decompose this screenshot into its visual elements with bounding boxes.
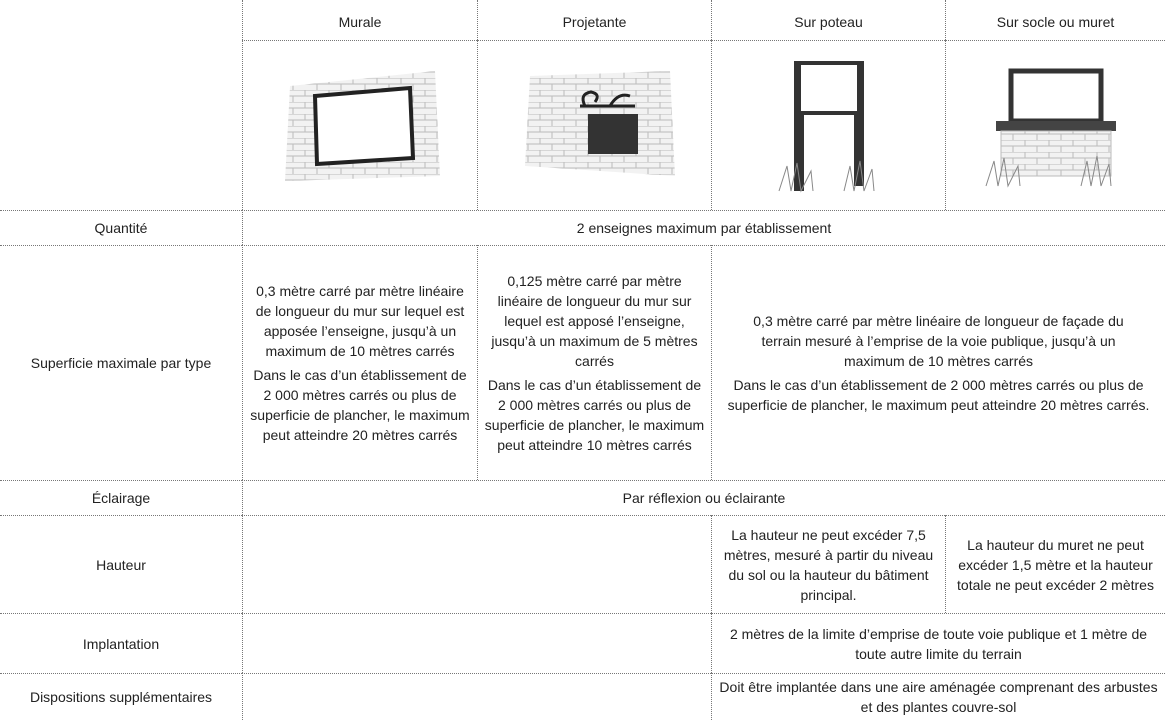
illustration-cell (477, 40, 711, 210)
base-sign-illustration (985, 68, 1116, 188)
illustration-cell (945, 40, 1165, 210)
row-label: Hauteur (0, 515, 242, 613)
paragraph: Dans le cas d’un établissement de 2 000 … (484, 377, 705, 453)
empty-cell (242, 673, 711, 720)
projecting-sign-illustration (524, 70, 675, 176)
row-label: Dispositions supplémentaires (0, 673, 242, 720)
wall-sign-illustration (285, 70, 440, 181)
paragraph: 0,3 mètre carré par mètre linéaire de lo… (255, 283, 465, 359)
row-label: Quantité (0, 210, 242, 245)
cell: La hauteur du muret ne peut excéder 1,5 … (945, 515, 1165, 613)
cell: La hauteur ne peut excéder 7,5 mètres, m… (711, 515, 945, 613)
cell: Doit être implantée dans une aire aménag… (711, 673, 1165, 720)
row-label: Implantation (0, 613, 242, 673)
row-label: Éclairage (0, 480, 242, 515)
paragraph: 0,3 mètre carré par mètre linéaire de lo… (753, 313, 1124, 369)
empty-cell (242, 515, 711, 613)
column-header: Projetante (477, 0, 711, 40)
cell: 0,125 mètre carré par mètre linéaire de … (477, 245, 711, 480)
paragraph: 0,125 mètre carré par mètre linéaire de … (491, 273, 698, 369)
cell: 2 enseignes maximum par établissement (242, 210, 1165, 245)
row-label: Superficie maximale par type (0, 245, 242, 480)
column-header: Sur poteau (711, 0, 945, 40)
column-header: Sur socle ou muret (945, 0, 1165, 40)
illustration-cell (242, 40, 477, 210)
paragraph: Dans le cas d’un établissement de 2 000 … (250, 367, 470, 443)
cell: 0,3 mètre carré par mètre linéaire de lo… (242, 245, 477, 480)
post-sign-illustration (778, 60, 874, 193)
cell: Par réflexion ou éclairante (242, 480, 1165, 515)
column-header: Murale (242, 0, 477, 40)
cell: 2 mètres de la limite d’emprise de toute… (711, 613, 1165, 673)
illustration-cell (711, 40, 945, 210)
paragraph: Dans le cas d’un établissement de 2 000 … (727, 377, 1150, 413)
empty-cell (242, 613, 711, 673)
cell: 0,3 mètre carré par mètre linéaire de lo… (711, 245, 1165, 480)
